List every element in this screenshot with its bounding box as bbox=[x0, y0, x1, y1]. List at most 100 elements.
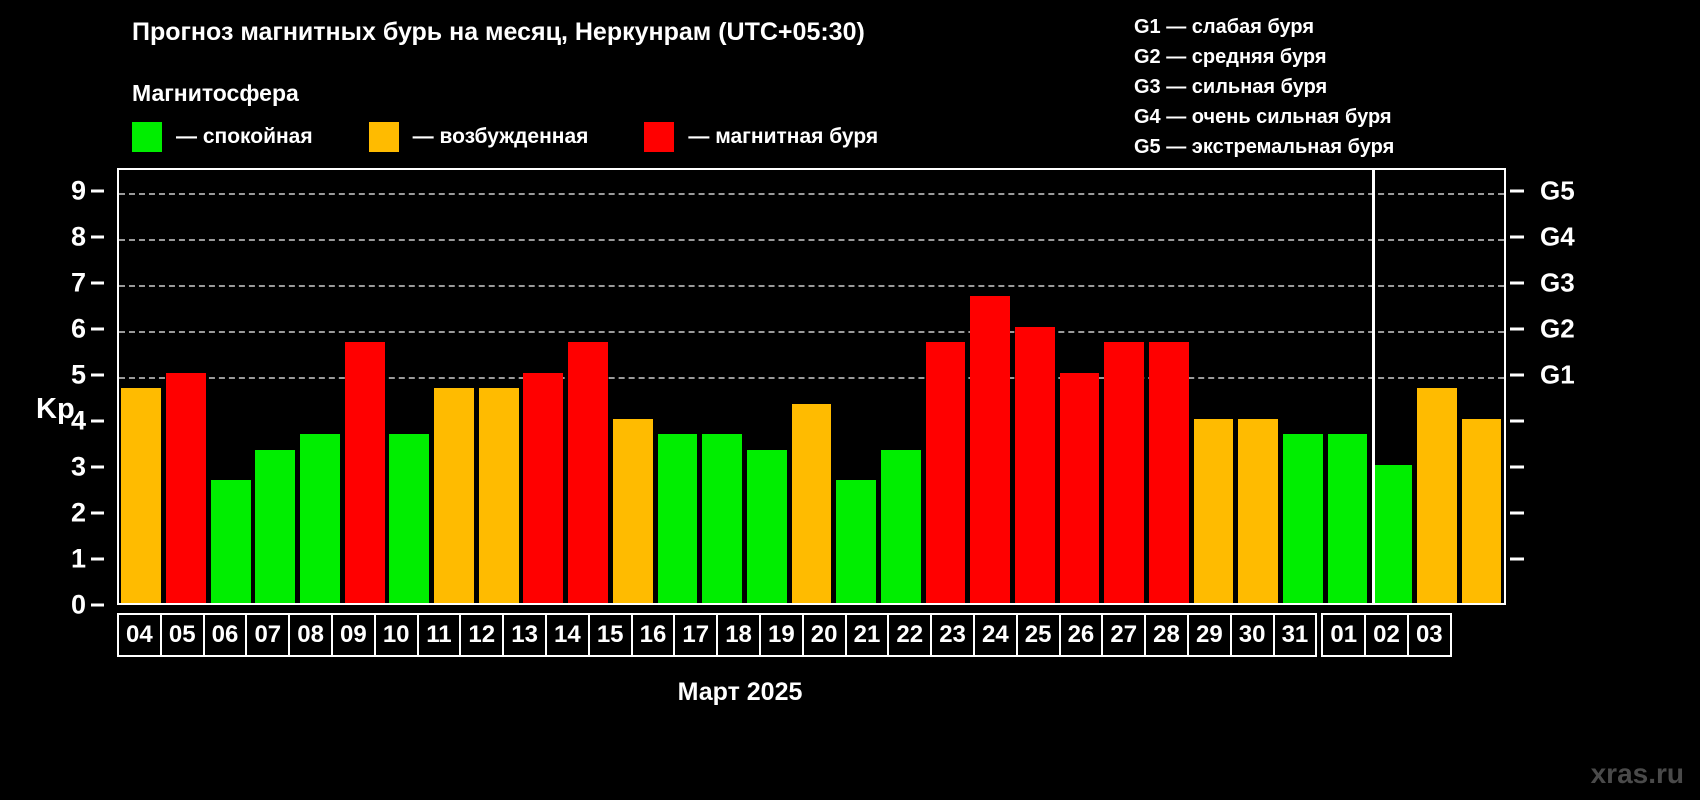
bar-slot-04 bbox=[119, 170, 164, 603]
bar-slot-27 bbox=[1146, 170, 1191, 603]
bar-slot-22 bbox=[923, 170, 968, 603]
y-tick-mark-0 bbox=[91, 603, 104, 607]
bar-slot-08 bbox=[298, 170, 343, 603]
bar-08 bbox=[300, 434, 340, 603]
gridline-kp-7 bbox=[119, 285, 1504, 287]
y-tick-label-6: 6 bbox=[70, 313, 86, 344]
g-tick-label-G3: G3 bbox=[1540, 267, 1575, 298]
bar-14 bbox=[568, 342, 608, 603]
bar-slot-15 bbox=[610, 170, 655, 603]
g-axis-minor-tick-2 bbox=[1510, 511, 1524, 515]
day-label-26: 26 bbox=[1058, 613, 1104, 657]
day-label-12: 12 bbox=[459, 613, 505, 657]
legend-label-unsettled: — возбужденная bbox=[412, 125, 589, 148]
bar-slot-20 bbox=[834, 170, 879, 603]
day-label-25: 25 bbox=[1015, 613, 1061, 657]
bar-slot-09 bbox=[342, 170, 387, 603]
legend-item-storm: — магнитная буря bbox=[644, 122, 878, 152]
g-tick-mark-G1 bbox=[1510, 373, 1524, 377]
y-tick-mark-4 bbox=[91, 419, 104, 423]
y-tick-mark-3 bbox=[91, 465, 104, 469]
day-label-11: 11 bbox=[416, 613, 462, 657]
bar-05 bbox=[166, 373, 206, 603]
bar-17 bbox=[702, 434, 742, 603]
g-tick-mark-G2 bbox=[1510, 327, 1524, 331]
bar-18 bbox=[746, 449, 787, 603]
day-label-04: 04 bbox=[117, 613, 162, 657]
bar-slot-03 bbox=[1459, 170, 1504, 603]
bar-07 bbox=[255, 449, 296, 603]
bar-03 bbox=[1461, 419, 1502, 603]
day-label-15: 15 bbox=[587, 613, 633, 657]
bar-19 bbox=[791, 403, 832, 603]
gridline-kp-8 bbox=[119, 239, 1504, 241]
bar-slot-19 bbox=[789, 170, 834, 603]
g-scale-row-5: G5 — экстремальная буря bbox=[1134, 136, 1395, 158]
day-label-20: 20 bbox=[801, 613, 847, 657]
bar-10 bbox=[389, 434, 430, 603]
bar-11 bbox=[434, 388, 474, 603]
day-label-19: 19 bbox=[758, 613, 804, 657]
bar-slot-05 bbox=[164, 170, 209, 603]
bar-13 bbox=[523, 373, 564, 603]
y-tick-mark-1 bbox=[91, 557, 104, 561]
gridline-kp-6 bbox=[119, 331, 1504, 333]
g-tick-label-G4: G4 bbox=[1540, 221, 1575, 252]
g-tick-mark-G4 bbox=[1510, 235, 1524, 239]
bar-21 bbox=[880, 449, 921, 603]
day-label-14: 14 bbox=[544, 613, 590, 657]
g-scale-row-4: G4 — очень сильная буря bbox=[1134, 106, 1392, 128]
legend-swatch-storm bbox=[644, 122, 675, 152]
g-axis-minor-tick-1 bbox=[1510, 557, 1524, 561]
legend-swatch-calm bbox=[132, 122, 162, 152]
bar-slot-25 bbox=[1057, 170, 1102, 603]
bar-slot-31 bbox=[1325, 170, 1370, 603]
bar-slot-21 bbox=[878, 170, 923, 603]
y-tick-mark-7 bbox=[91, 281, 104, 285]
gridline-kp-9 bbox=[119, 193, 1504, 195]
bar-20 bbox=[836, 480, 876, 603]
bar-31 bbox=[1327, 434, 1368, 603]
day-label-09: 09 bbox=[330, 613, 376, 657]
y-tick-label-4: 4 bbox=[70, 405, 86, 436]
day-label-30: 30 bbox=[1229, 613, 1275, 657]
g-tick-label-G1: G1 bbox=[1540, 359, 1575, 390]
bar-slot-18 bbox=[744, 170, 789, 603]
day-label-16: 16 bbox=[630, 613, 676, 657]
bar-06 bbox=[210, 480, 251, 603]
day-label-10: 10 bbox=[373, 613, 419, 657]
bar-slot-02 bbox=[1414, 170, 1459, 603]
g-axis-minor-tick-3 bbox=[1510, 465, 1524, 469]
bar-slot-06 bbox=[208, 170, 253, 603]
y-tick-label-9: 9 bbox=[70, 175, 86, 206]
day-label-28: 28 bbox=[1144, 613, 1189, 657]
bar-24 bbox=[1014, 327, 1055, 603]
bar-02 bbox=[1416, 388, 1457, 603]
y-tick-label-2: 2 bbox=[70, 497, 86, 528]
y-tick-label-8: 8 bbox=[70, 221, 86, 252]
bar-12 bbox=[478, 388, 519, 603]
legend-item-unsettled: — возбужденная bbox=[368, 122, 589, 152]
bar-slot-23 bbox=[968, 170, 1013, 603]
bar-slot-11 bbox=[432, 170, 477, 603]
g-tick-mark-G5 bbox=[1510, 189, 1524, 193]
bar-04 bbox=[121, 388, 162, 603]
day-label-08: 08 bbox=[288, 613, 333, 657]
g-axis-minor-tick-4 bbox=[1510, 419, 1524, 423]
y-tick-label-7: 7 bbox=[70, 267, 86, 298]
bar-09 bbox=[344, 342, 385, 603]
plot-area bbox=[117, 168, 1506, 605]
y-tick-mark-5 bbox=[91, 373, 104, 377]
day-label-02: 02 bbox=[1364, 613, 1409, 657]
y-axis-title: Kp bbox=[36, 393, 75, 425]
y-axis-left: 0 1 2 3 4 5 6 7 8 9 bbox=[0, 168, 112, 620]
bar-26 bbox=[1104, 342, 1145, 603]
bar-slot-10 bbox=[387, 170, 432, 603]
day-label-22: 22 bbox=[887, 613, 933, 657]
g-tick-label-G2: G2 bbox=[1540, 313, 1575, 344]
bar-slot-29 bbox=[1236, 170, 1281, 603]
bar-slot-01 bbox=[1370, 170, 1415, 603]
y-tick-mark-8 bbox=[91, 235, 104, 239]
bar-slot-26 bbox=[1102, 170, 1147, 603]
month-separator bbox=[1371, 170, 1375, 603]
